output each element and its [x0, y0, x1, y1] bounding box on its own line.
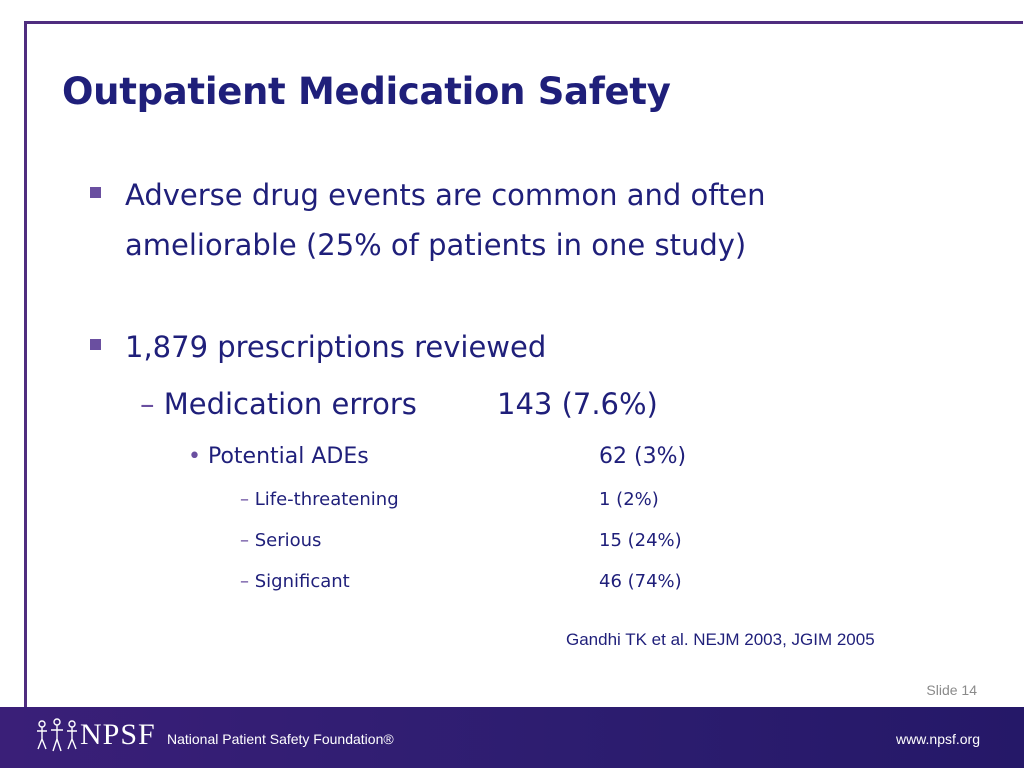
- breakdown-row: – Life-threatening: [240, 487, 399, 513]
- slide-number: Slide 14: [926, 682, 977, 698]
- square-bullet-icon: [90, 339, 101, 350]
- breakdown-value: 1 (2%): [599, 489, 659, 510]
- npsf-logo-text: NPSF: [80, 718, 156, 751]
- dash-bullet-icon: –: [140, 387, 155, 421]
- medication-errors-value: 143 (7.6%): [497, 387, 658, 421]
- slide-title: Outpatient Medication Safety: [62, 70, 671, 113]
- square-bullet-icon: [90, 187, 101, 198]
- dash-bullet-icon: –: [240, 489, 249, 510]
- bullet-adverse-drug-events: Adverse drug events are common and often…: [90, 170, 850, 270]
- breakdown-label: Life-threatening: [254, 489, 399, 510]
- potential-ades-value: 62 (3%): [599, 444, 687, 469]
- round-bullet-icon: •: [188, 444, 201, 469]
- breakdown-row: – Significant: [240, 569, 350, 595]
- slide-frame: [24, 21, 1023, 707]
- npsf-figures-logo-icon: [37, 718, 77, 752]
- breakdown-row: – Serious: [240, 528, 321, 554]
- dash-bullet-icon: –: [240, 571, 249, 592]
- website-url: www.npsf.org: [895, 731, 980, 747]
- breakdown-value: 15 (24%): [599, 530, 682, 551]
- bullet-text: Adverse drug events are common and often…: [125, 178, 766, 262]
- footer-bar: NPSF National Patient Safety Foundation®…: [0, 707, 1024, 768]
- organization-name: National Patient Safety Foundation®: [167, 731, 394, 747]
- potential-ades-label: Potential ADEs: [207, 444, 369, 469]
- breakdown-label: Serious: [254, 530, 322, 551]
- bullet-prescriptions-reviewed: 1,879 prescriptions reviewed: [90, 322, 850, 372]
- citation: Gandhi TK et al. NEJM 2003, JGIM 2005: [566, 630, 875, 649]
- potential-ades-row: • Potential ADEs: [188, 442, 369, 472]
- medication-errors-row: – Medication errors: [140, 384, 417, 424]
- medication-errors-label: Medication errors: [163, 387, 417, 421]
- breakdown-label: Significant: [254, 571, 350, 592]
- bullet-text: 1,879 prescriptions reviewed: [125, 330, 547, 364]
- dash-bullet-icon: –: [240, 530, 249, 551]
- breakdown-value: 46 (74%): [599, 571, 682, 592]
